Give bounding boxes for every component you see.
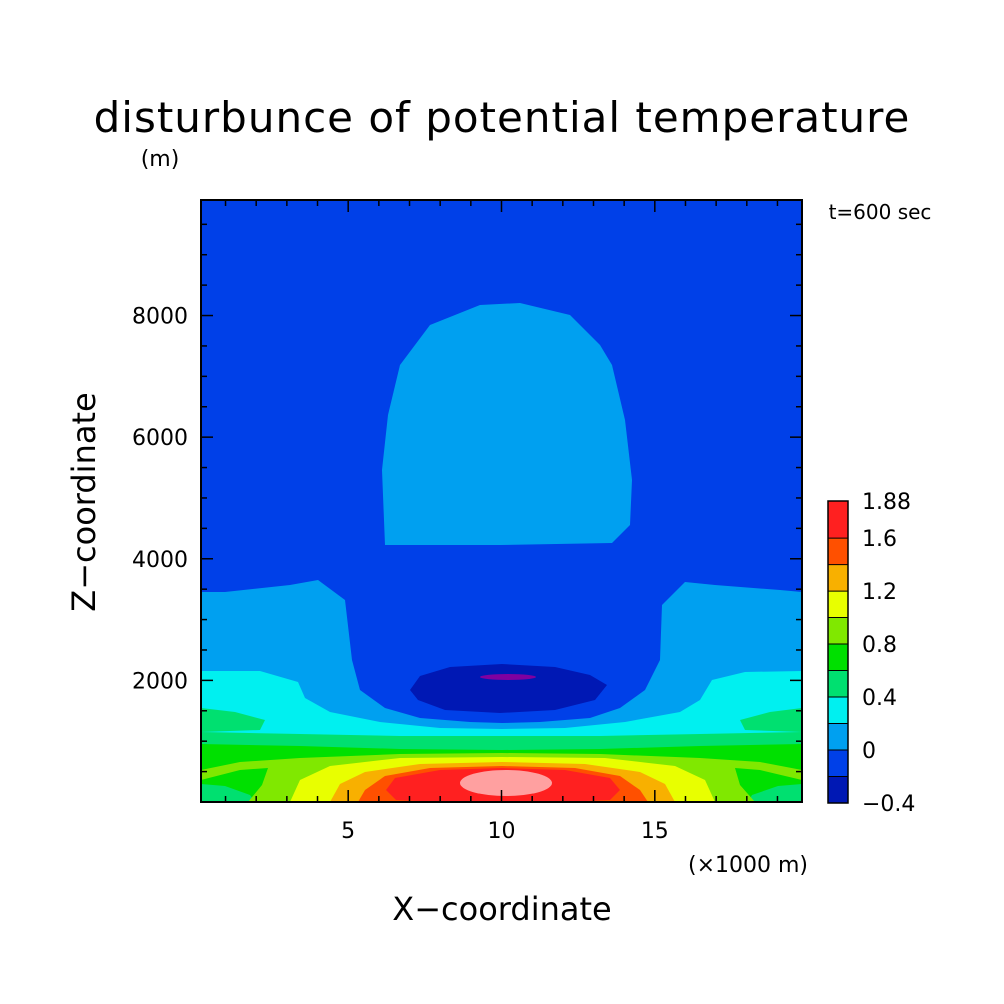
y-tick-labels: 2000 4000 6000 8000 <box>132 305 188 695</box>
y-tick-label: 2000 <box>132 669 188 694</box>
contour-band-cold-core <box>410 664 607 713</box>
colorbar-swatch <box>828 617 848 645</box>
colorbar-swatch <box>828 750 848 777</box>
colorbar-swatch <box>828 538 848 565</box>
x-tick-labels: 5 10 15 <box>341 819 669 844</box>
colorbar-swatch <box>828 697 848 724</box>
y-tick-label: 8000 <box>132 305 188 330</box>
chart-title: disturbunce of potential temperature <box>94 93 911 142</box>
y-tick-label: 6000 <box>132 426 188 451</box>
y-axis-label: Z−coordinate <box>65 392 103 611</box>
colorbar-swatch <box>828 501 848 539</box>
contour-band-peak <box>460 770 552 796</box>
colorbar-swatch <box>828 776 848 803</box>
time-label: t=600 sec <box>829 200 932 224</box>
y-tick-label: 4000 <box>132 548 188 573</box>
y-minor-ticks <box>201 223 802 773</box>
x-tick-label: 10 <box>488 819 516 844</box>
colorbar-swatch <box>828 670 848 698</box>
contour-band-teal-left-lobe <box>201 708 265 732</box>
colorbar-tick-label: 1.2 <box>862 580 897 605</box>
contour-band-teal-right-lobe <box>740 708 802 732</box>
x-unit-label: (×1000 m) <box>688 853 808 878</box>
contour-band-teal-lower <box>201 784 255 802</box>
x-tick-label: 15 <box>641 819 669 844</box>
unit-label: (m) <box>141 147 180 172</box>
contour-field <box>201 200 802 802</box>
colorbar-tick-label: 1.6 <box>862 527 897 552</box>
colorbar-swatch <box>828 723 848 751</box>
colorbar-tick-label: −0.4 <box>862 792 915 817</box>
colorbar-tick-label: 0.8 <box>862 633 897 658</box>
colorbar-swatch <box>828 564 848 592</box>
colorbar-swatch <box>828 644 848 671</box>
colorbar-tick-label: 1.88 <box>862 490 911 515</box>
contour-band-upper-bubble <box>382 303 632 545</box>
colorbar-tick-label: 0 <box>862 739 876 764</box>
colorbar-swatch <box>828 591 848 618</box>
x-axis-label: X−coordinate <box>392 890 611 928</box>
colorbar-labels: 1.88 1.6 1.2 0.8 0.4 0 −0.4 <box>862 490 915 817</box>
contour-band-teal-lower-r <box>748 784 802 802</box>
colorbar-frame <box>827 500 849 804</box>
x-tick-label: 5 <box>341 819 355 844</box>
contour-band-cold-min <box>480 674 536 680</box>
x-minor-ticks <box>224 200 779 802</box>
colorbar <box>827 500 849 804</box>
colorbar-tick-label: 0.4 <box>862 686 897 711</box>
